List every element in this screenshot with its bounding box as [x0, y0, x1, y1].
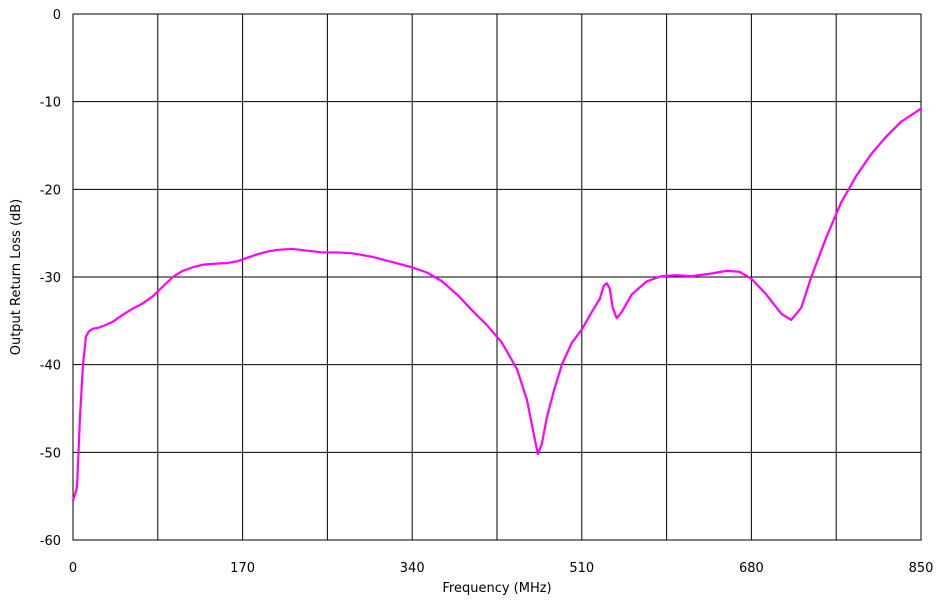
grid-lines	[72, 13, 922, 541]
x-tick-label: 340	[400, 561, 425, 576]
x-axis-tick-labels: 0 170 340 510 680 850	[69, 561, 934, 576]
x-tick-label: 0	[69, 561, 77, 576]
y-tick-label: -30	[40, 271, 61, 286]
y-tick-label: -20	[40, 183, 61, 198]
series-line-output-return-loss	[71, 107, 923, 502]
y-tick-label: 0	[53, 8, 61, 23]
y-axis-title: Output Return Loss (dB)	[9, 199, 24, 356]
y-tick-label: -10	[40, 96, 61, 111]
y-axis-tick-labels: 0 -10 -20 -30 -40 -50 -60	[40, 8, 61, 549]
x-axis-title: Frequency (MHz)	[442, 581, 551, 596]
x-tick-label: 850	[909, 561, 934, 576]
y-tick-label: -50	[40, 446, 61, 461]
plot-frame	[72, 13, 922, 541]
x-tick-label: 680	[739, 561, 764, 576]
y-tick-label: -60	[40, 534, 61, 549]
y-tick-label: -40	[40, 359, 61, 374]
x-tick-label: 170	[230, 561, 255, 576]
x-tick-label: 510	[569, 561, 594, 576]
